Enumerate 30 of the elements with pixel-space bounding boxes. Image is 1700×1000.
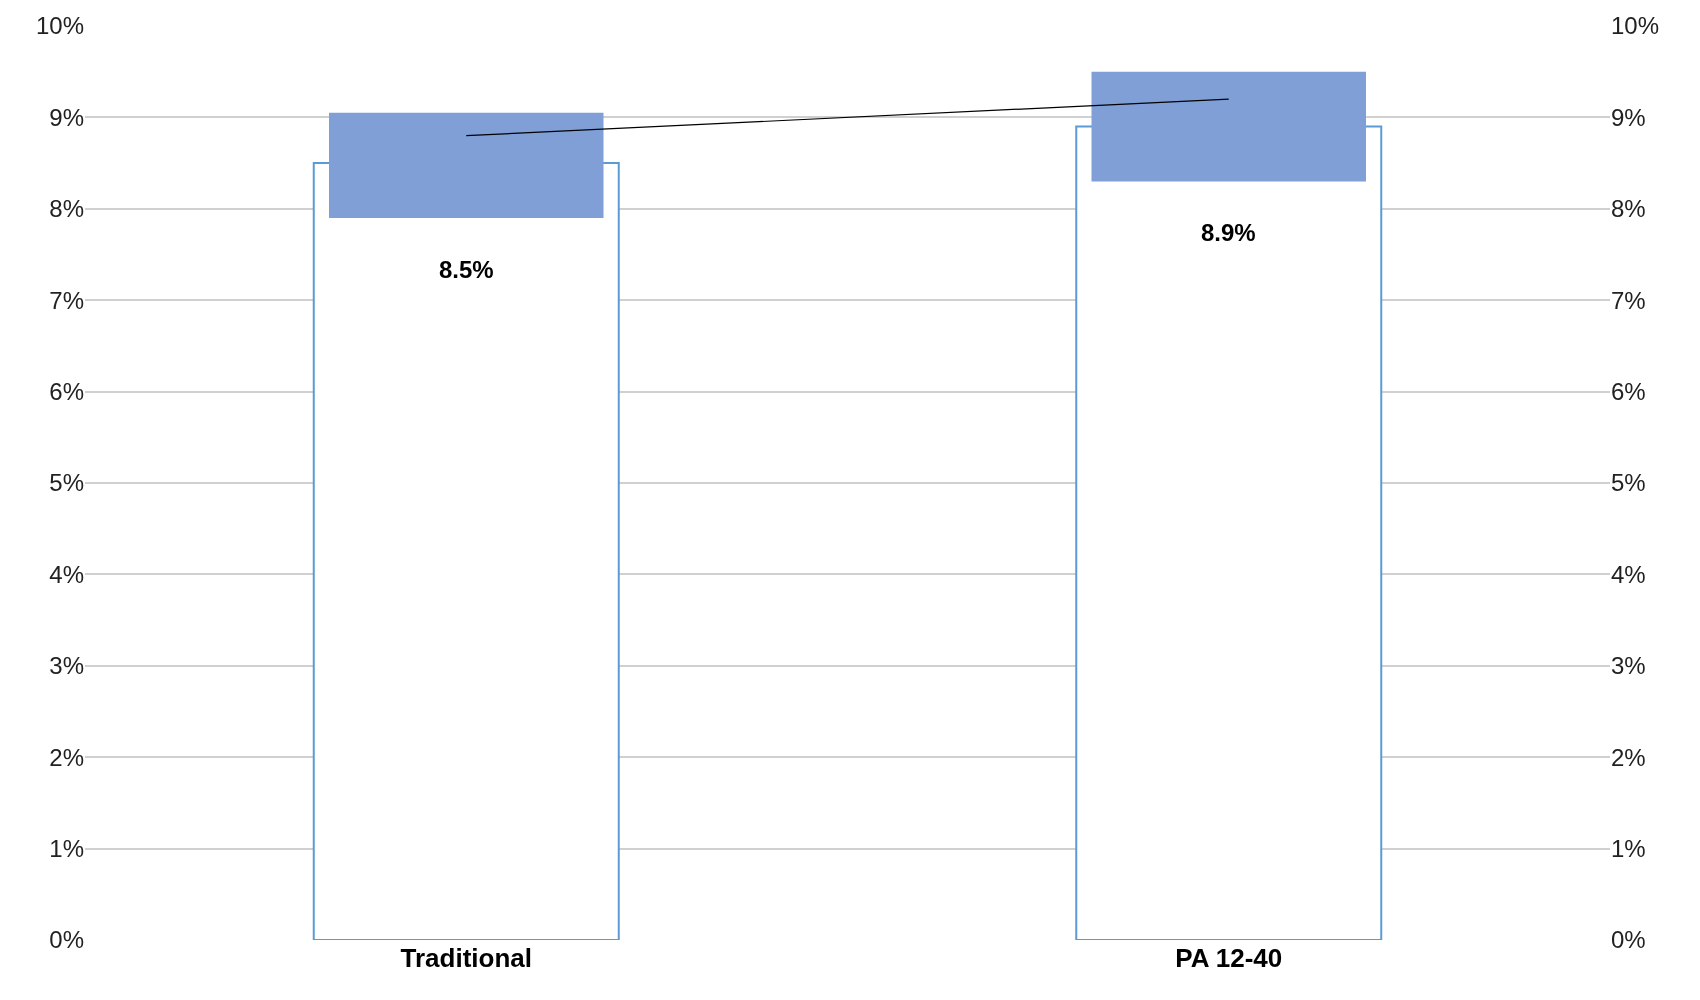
y2-tick-label: 8%: [1611, 195, 1646, 223]
y2-tick-label: 9%: [1611, 103, 1646, 131]
x-tick-label: PA 12-40: [1175, 943, 1283, 973]
y2-tick-label: 7%: [1611, 286, 1646, 314]
y-tick-label: 0%: [49, 926, 84, 954]
bar: [312, 162, 620, 940]
y-tick-label: 2%: [49, 743, 84, 771]
y2-tick-label: 1%: [1611, 835, 1646, 862]
y2-tick-label: 4%: [1611, 560, 1646, 588]
y2-tick-label: 3%: [1611, 652, 1646, 680]
y-tick-label: 1%: [49, 835, 84, 862]
y2-tick-label: 5%: [1611, 469, 1646, 497]
y-tick-label: 5%: [49, 469, 84, 497]
y-tick-label: 8%: [49, 195, 84, 223]
y2-tick-label: 0%: [1611, 926, 1646, 954]
data-label: 8.5%: [439, 256, 494, 283]
y-tick-label: 4%: [49, 560, 84, 588]
bar: [329, 112, 604, 218]
data-label: 8.9%: [1201, 219, 1256, 246]
y-tick-label: 6%: [49, 378, 84, 405]
y-tick-label: 9%: [49, 103, 84, 131]
y2-tick-label: 2%: [1611, 743, 1646, 771]
y2-tick-label: 10%: [1611, 12, 1660, 40]
y-tick-label: 7%: [49, 286, 84, 314]
x-tick-label: Traditional: [400, 943, 532, 973]
y-tick-label: 10%: [35, 12, 84, 40]
bar: [1075, 125, 1383, 940]
y-tick-label: 3%: [49, 652, 84, 680]
y2-tick-label: 6%: [1611, 378, 1646, 405]
bar: [1091, 71, 1366, 182]
